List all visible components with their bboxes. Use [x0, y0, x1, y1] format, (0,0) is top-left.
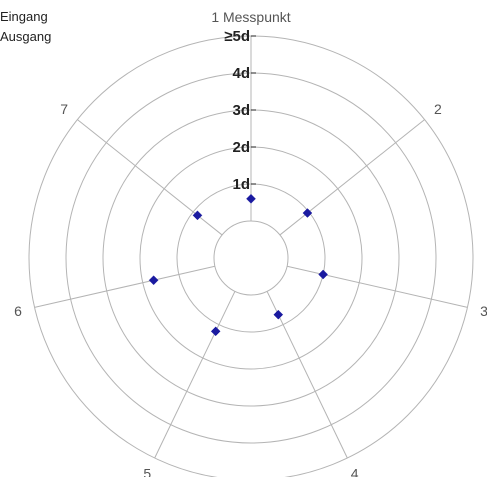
- radial-ticks: 1d 2d 3d 4d ≥5d: [224, 28, 256, 193]
- data-point-axis-4: [273, 309, 284, 320]
- legend-entry-eingang: Eingang: [0, 9, 48, 24]
- grid-spoke: [266, 291, 348, 459]
- radial-tick-label: ≥5d: [224, 28, 250, 45]
- radial-tick-label: 1d: [232, 176, 250, 193]
- axis-labels: 1 Messpunkt 2 3 4 5 6 7: [14, 9, 487, 477]
- grid-spoke: [77, 119, 223, 236]
- data-point-axis-2: [302, 208, 313, 218]
- radial-tick-label: 3d: [232, 102, 250, 119]
- legend: Eingang Ausgang: [0, 7, 51, 47]
- data-point-axis-1: [246, 193, 256, 204]
- grid-ring: [213, 220, 289, 296]
- axis-label-3: 3: [480, 303, 487, 319]
- axis-label-6: 6: [14, 303, 22, 319]
- data-point-axis-7: [192, 210, 203, 221]
- axis-label-7: 7: [60, 101, 68, 117]
- data-point-axis-5: [210, 326, 221, 337]
- axis-label-4: 4: [351, 465, 359, 477]
- radial-tick-label: 4d: [232, 65, 250, 82]
- axis-label-5: 5: [143, 465, 151, 477]
- axis-label-2: 2: [434, 101, 442, 117]
- data-points: [148, 193, 328, 337]
- grid-spoke: [279, 119, 425, 236]
- grid-spokes: [34, 36, 468, 459]
- radial-tick-label: 2d: [232, 139, 250, 156]
- data-point-axis-3: [318, 269, 328, 280]
- data-point-axis-6: [148, 275, 159, 286]
- grid-spoke: [286, 265, 468, 308]
- legend-entry-ausgang: Ausgang: [0, 29, 52, 44]
- grid-spoke: [34, 265, 216, 308]
- axis-label-1: 1 Messpunkt: [211, 9, 290, 25]
- grid-spoke: [154, 291, 236, 459]
